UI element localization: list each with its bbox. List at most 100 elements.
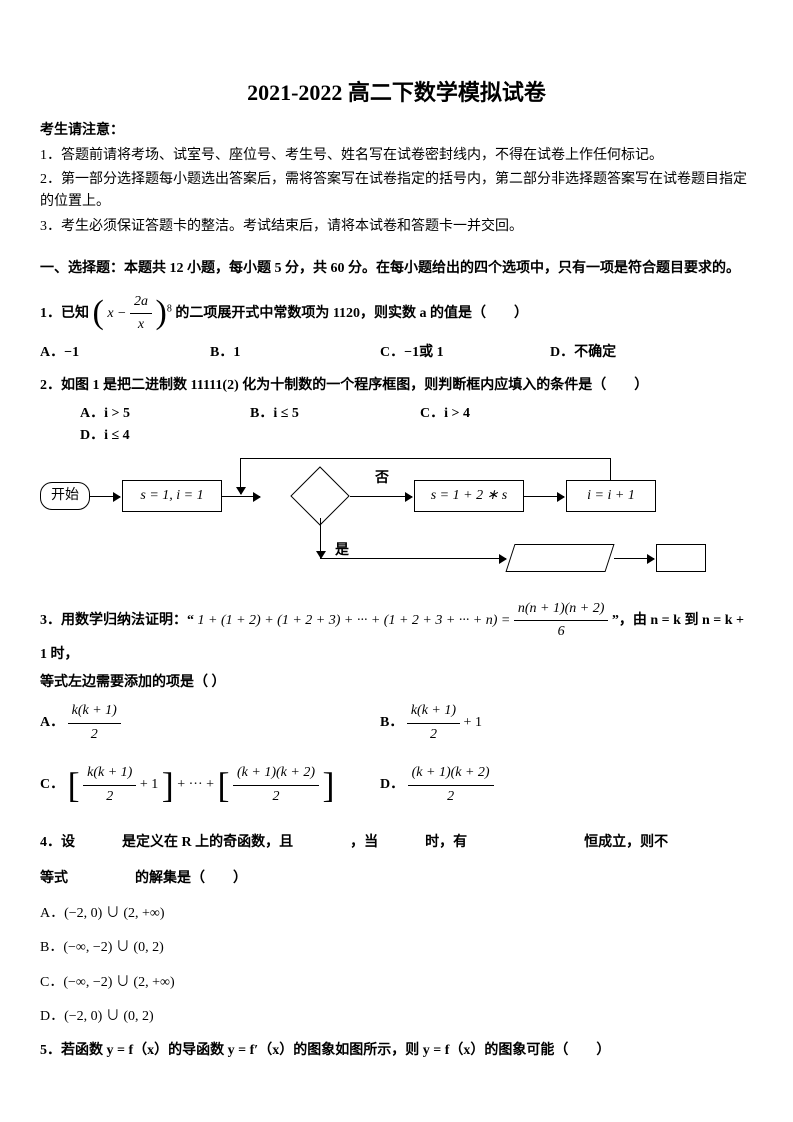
q3-d-num: (k + 1)(k + 2) [408, 762, 494, 785]
q3-rhs-frac: n(n + 1)(n + 2) 6 [514, 598, 609, 644]
q3-a-label: A． [40, 716, 64, 731]
flow-no-label: 否 [375, 468, 389, 490]
q1-options: A．−1 B．1 C．−1或 1 D．不确定 [40, 342, 753, 364]
notice-line-1: 1．答题前请将考场、试室号、座位号、考生号、姓名写在试卷密封线内，不得在试卷上作… [40, 145, 753, 167]
q2-options: A．i > 5 B．i ≤ 5 C．i > 4 D．i ≤ 4 [40, 403, 753, 448]
lparen-icon: ( [93, 296, 104, 330]
flow-yes-h [320, 558, 500, 559]
q3-b-tail: + 1 [464, 716, 482, 731]
q3-rhs-den: 6 [514, 621, 609, 643]
question-5: 5．若函数 y = f（x）的导函数 y = f′（x）的图象如图所示，则 y … [40, 1040, 753, 1062]
q3-opt-b: B． k(k + 1) 2 + 1 [380, 700, 710, 746]
rparen-icon: ) [156, 296, 167, 330]
q3-d-den: 2 [408, 786, 494, 808]
flow-arrow-no [350, 496, 412, 497]
doc-title: 2021-2022 高二下数学模拟试卷 [40, 75, 753, 110]
q3-options-row2: C． [ k(k + 1) 2 + 1 ] + ··· + [ (k + 1)(… [40, 762, 753, 814]
question-1: 1．已知 ( x − 2a x )8 的二项展开式中常数项为 1120，则实数 … [40, 291, 753, 337]
notice-line-2: 2．第一部分选择题每小题选出答案后，需将答案写在试卷指定的括号内，第二部分非选择… [40, 169, 753, 214]
q2-opt-d: D．i ≤ 4 [80, 425, 240, 447]
q2-opt-a: A．i > 5 [80, 403, 240, 425]
q4-options: A．(−2, 0) ∪ (2, +∞) B．(−∞, −2) ∪ (0, 2) … [40, 903, 753, 1029]
q3-d-frac: (k + 1)(k + 2) 2 [408, 762, 494, 808]
q4-l1-d: 时，有 [425, 835, 467, 850]
q3-opt-d: D． (k + 1)(k + 2) 2 [380, 762, 710, 808]
q1-frac: 2a x [130, 291, 152, 337]
q3-c2-num: (k + 1)(k + 2) [233, 762, 319, 785]
rbracket1-icon: ] [162, 767, 174, 803]
q3-a-den: 2 [68, 724, 121, 746]
q1-expr-l: x − [107, 306, 126, 321]
q3-c1-den: 2 [83, 786, 136, 808]
lbracket1-icon: [ [68, 767, 80, 803]
q1-opt-c: C．−1或 1 [380, 342, 540, 364]
page: 2021-2022 高二下数学模拟试卷 考生请注意： 1．答题前请将考场、试室号… [0, 0, 793, 1122]
flow-yes-label: 是 [335, 540, 349, 562]
q3-opt-a: A． k(k + 1) 2 [40, 700, 370, 746]
q4-l2-a: 等式 [40, 871, 68, 886]
question-2: 2．如图 1 是把二进制数 11111(2) 化为十制数的一个程序框图，则判断框… [40, 375, 753, 397]
flowchart: 开始 s = 1, i = 1 否 s = 1 + 2 ∗ s i = i + … [40, 458, 740, 588]
flow-arrow-yes-v [320, 518, 321, 558]
q3-rhs-num: n(n + 1)(n + 2) [514, 598, 609, 621]
q1-prefix: 1．已知 [40, 306, 89, 321]
q3-a-num: k(k + 1) [68, 700, 121, 723]
q4-l1-c: ，当 [350, 835, 378, 850]
q3-b-label: B． [380, 716, 403, 731]
q3-opt-c: C． [ k(k + 1) 2 + 1 ] + ··· + [ (k + 1)(… [40, 762, 370, 808]
flow-arrow-yes-out [498, 558, 506, 559]
flow-arrow-3 [524, 496, 564, 497]
flow-arrow-1 [90, 496, 120, 497]
flow-inc: i = i + 1 [566, 480, 656, 512]
q3-prefix: 3．用数学归纳法证明：“ [40, 613, 194, 628]
q3-a-frac: k(k + 1) 2 [68, 700, 121, 746]
flow-step: s = 1 + 2 ∗ s [414, 480, 524, 512]
q4-l1-a: 4．设 [40, 835, 75, 850]
q3-lhs: 1 + (1 + 2) + (1 + 2 + 3) + ··· + (1 + 2… [198, 613, 511, 628]
flow-arrow-2 [222, 496, 260, 497]
q4-opt-c: C．(−∞, −2) ∪ (2, +∞) [40, 972, 753, 994]
flow-arrow-end [614, 558, 654, 559]
flow-loop-v1 [610, 458, 611, 480]
q3-c-frac2: (k + 1)(k + 2) 2 [233, 762, 319, 808]
q4-l1-e: 恒成立，则不 [584, 835, 668, 850]
lbracket2-icon: [ [218, 767, 230, 803]
q3-c-mid: + ··· + [177, 777, 217, 792]
q1-after: 的二项展开式中常数项为 1120，则实数 a 的值是（ ） [175, 306, 528, 321]
flow-loop-v2 [240, 458, 241, 494]
notice-line-3: 3．考生必须保证答题卡的整洁。考试结束后，请将本试卷和答题卡一并交回。 [40, 216, 753, 238]
flow-end [656, 544, 706, 572]
notice-head: 考生请注意： [40, 120, 753, 142]
q3-b-den: 2 [407, 724, 460, 746]
flow-init: s = 1, i = 1 [122, 480, 222, 512]
question-4-line1: 4．设 是定义在 R 上的奇函数，且 ，当 时，有 恒成立，则不 [40, 832, 753, 854]
q4-opt-a: A．(−2, 0) ∪ (2, +∞) [40, 903, 753, 925]
q3-b-frac: k(k + 1) 2 [407, 700, 460, 746]
q4-opt-d: D．(−2, 0) ∪ (0, 2) [40, 1006, 753, 1028]
q1-exp: 8 [167, 303, 172, 314]
question-3: 3．用数学归纳法证明：“ 1 + (1 + 2) + (1 + 2 + 3) +… [40, 598, 753, 666]
notice-block: 考生请注意： 1．答题前请将考场、试室号、座位号、考生号、姓名写在试卷密封线内，… [40, 120, 753, 238]
q3-c1-tail: + 1 [140, 777, 158, 792]
q1-frac-num: 2a [130, 291, 152, 314]
flow-loop-h [240, 458, 610, 459]
q3-c-label: C． [40, 777, 64, 792]
q3-options-row1: A． k(k + 1) 2 B． k(k + 1) 2 + 1 [40, 700, 753, 752]
q1-frac-den: x [130, 314, 152, 336]
q2-opt-b: B．i ≤ 5 [250, 403, 410, 425]
q2-opt-c: C．i > 4 [420, 403, 580, 425]
q3-d-label: D． [380, 777, 404, 792]
q1-opt-a: A．−1 [40, 342, 200, 364]
q4-opt-b: B．(−∞, −2) ∪ (0, 2) [40, 937, 753, 959]
q3-c2-den: 2 [233, 786, 319, 808]
q1-opt-b: B．1 [210, 342, 370, 364]
q3-c1-num: k(k + 1) [83, 762, 136, 785]
flow-start: 开始 [40, 482, 90, 510]
q4-l2-b: 的解集是（ ） [135, 871, 247, 886]
q3-c-frac1: k(k + 1) 2 [83, 762, 136, 808]
q3-line2: 等式左边需要添加的项是（ ） [40, 672, 753, 694]
section-1-head: 一、选择题：本题共 12 小题，每小题 5 分，共 60 分。在每小题给出的四个… [40, 258, 753, 280]
flow-decision [290, 466, 349, 525]
flow-output [505, 544, 614, 572]
question-4-line2: 等式 的解集是（ ） [40, 868, 753, 890]
